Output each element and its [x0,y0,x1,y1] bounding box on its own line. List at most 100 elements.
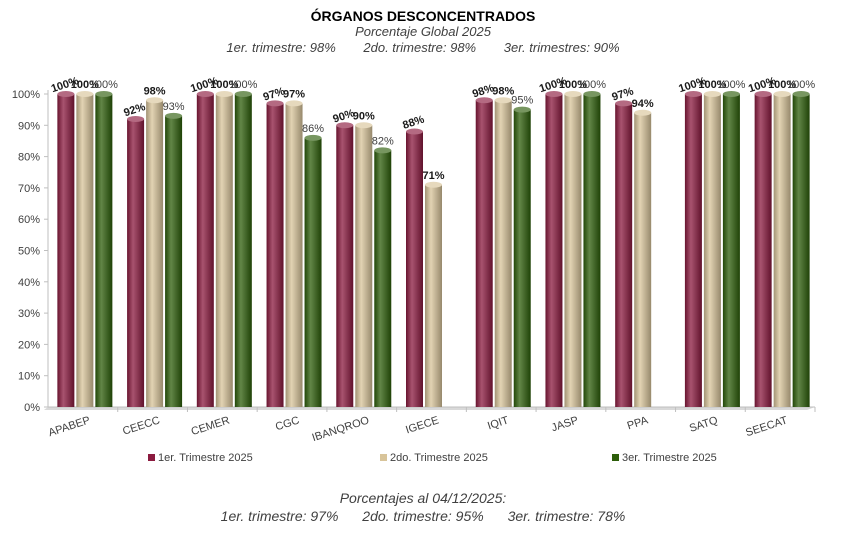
bar [266,103,284,407]
bar-cap [266,100,284,107]
chart-floor [44,407,815,410]
data-label: 98% [492,85,514,97]
bar-cap [57,91,75,97]
y-tick-label: 50% [18,246,40,258]
bar-cap [773,91,791,97]
bar [196,94,214,407]
bar [722,94,740,407]
bar [494,100,512,407]
bar [425,184,442,407]
bar [336,125,354,408]
bar [773,94,791,407]
bar-cap [425,181,442,188]
chart-title: ÓRGANOS DESCONCENTRADOS [310,8,536,24]
bar-cap [722,91,740,97]
data-label: 100% [787,79,815,91]
bar-cap [634,109,652,116]
bar [684,94,702,407]
bar [127,119,145,407]
footer-q1: 1er. trimestre: 97% [220,508,339,524]
bar-cap [703,91,721,97]
bar-cap [76,91,94,97]
global-q3: 3er. trimestres: 90% [503,40,620,55]
bar-cap [374,147,392,154]
bar-cap [615,100,633,107]
bar [215,94,233,407]
category-label: IGECE [404,414,440,436]
data-label: 100% [698,79,726,91]
legend-swatch [380,454,387,461]
category-label: CGC [274,414,301,433]
data-label: 100% [717,79,745,91]
bar-cap [285,100,303,107]
bar-cap [792,91,810,97]
global-quarter-summary: 1er. trimestre: 98% 2do. trimestre: 98% … [0,40,846,55]
bar [545,94,563,407]
bar [754,94,772,407]
bar-cap [545,91,563,97]
y-tick-label: 70% [18,183,40,195]
bar [374,150,392,407]
category-label: APABEP [47,414,92,439]
y-tick-label: 20% [18,339,40,351]
bar-cap [304,134,322,141]
bar-cap [494,97,512,104]
legend-label: 1er. Trimestre 2025 [158,452,253,464]
data-label: 82% [372,135,394,147]
y-tick-label: 40% [18,277,40,289]
bar [564,94,582,407]
data-label: 100% [71,79,99,91]
bar-cap [754,91,772,97]
bar-cap [95,91,113,97]
bar [792,94,810,407]
bar [76,94,94,407]
bar-cap [564,91,582,97]
footer-date-label: Porcentajes al 04/12/2025: [339,490,507,506]
legend-swatch [148,454,155,461]
category-label: IBANQROO [311,414,372,444]
data-label: 94% [632,98,654,110]
data-label: 100% [229,79,257,91]
bar [615,103,633,407]
bar-cap [234,91,252,97]
bar-cap [146,97,164,104]
bar [146,100,164,407]
chart-subtitle: Porcentaje Global 2025 [355,24,491,39]
bar-cap [406,128,423,135]
bar [285,103,303,407]
category-label: IQIT [486,414,510,432]
bar [234,94,252,407]
bar-cap [336,122,354,129]
bar [304,137,322,407]
bar [57,94,75,407]
global-q2: 2do. trimestre: 98% [363,40,477,55]
bar-cap [196,91,214,97]
category-label: PPA [626,414,650,432]
data-label: 90% [353,110,375,122]
bar-cap [215,91,233,97]
footer-q2: 2do. trimestre: 95% [362,508,484,524]
y-tick-label: 30% [18,308,40,320]
bar-cap [684,91,702,97]
data-label: 93% [163,101,185,113]
data-label: 97% [283,88,305,100]
y-tick-label: 0% [24,402,40,414]
bar [475,100,493,407]
bar-cap [475,97,493,104]
legend-label: 3er. Trimestre 2025 [622,452,717,464]
category-label: CEMER [190,414,232,438]
category-label: CEECC [121,414,161,437]
bar-cap [513,106,531,113]
data-label: 95% [511,95,533,107]
legend-label: 2do. Trimestre 2025 [390,452,488,464]
global-q1: 1er. trimestre: 98% [226,40,336,55]
data-label: 100% [210,79,238,91]
category-label: JASP [550,414,580,434]
y-tick-label: 80% [18,152,40,164]
data-label: 86% [302,123,324,135]
bar [355,125,373,408]
data-label: 100% [559,79,587,91]
footer-quarter-summary: 1er. trimestre: 97% 2do. trimestre: 95% … [0,508,846,524]
bar-cap [583,91,601,97]
